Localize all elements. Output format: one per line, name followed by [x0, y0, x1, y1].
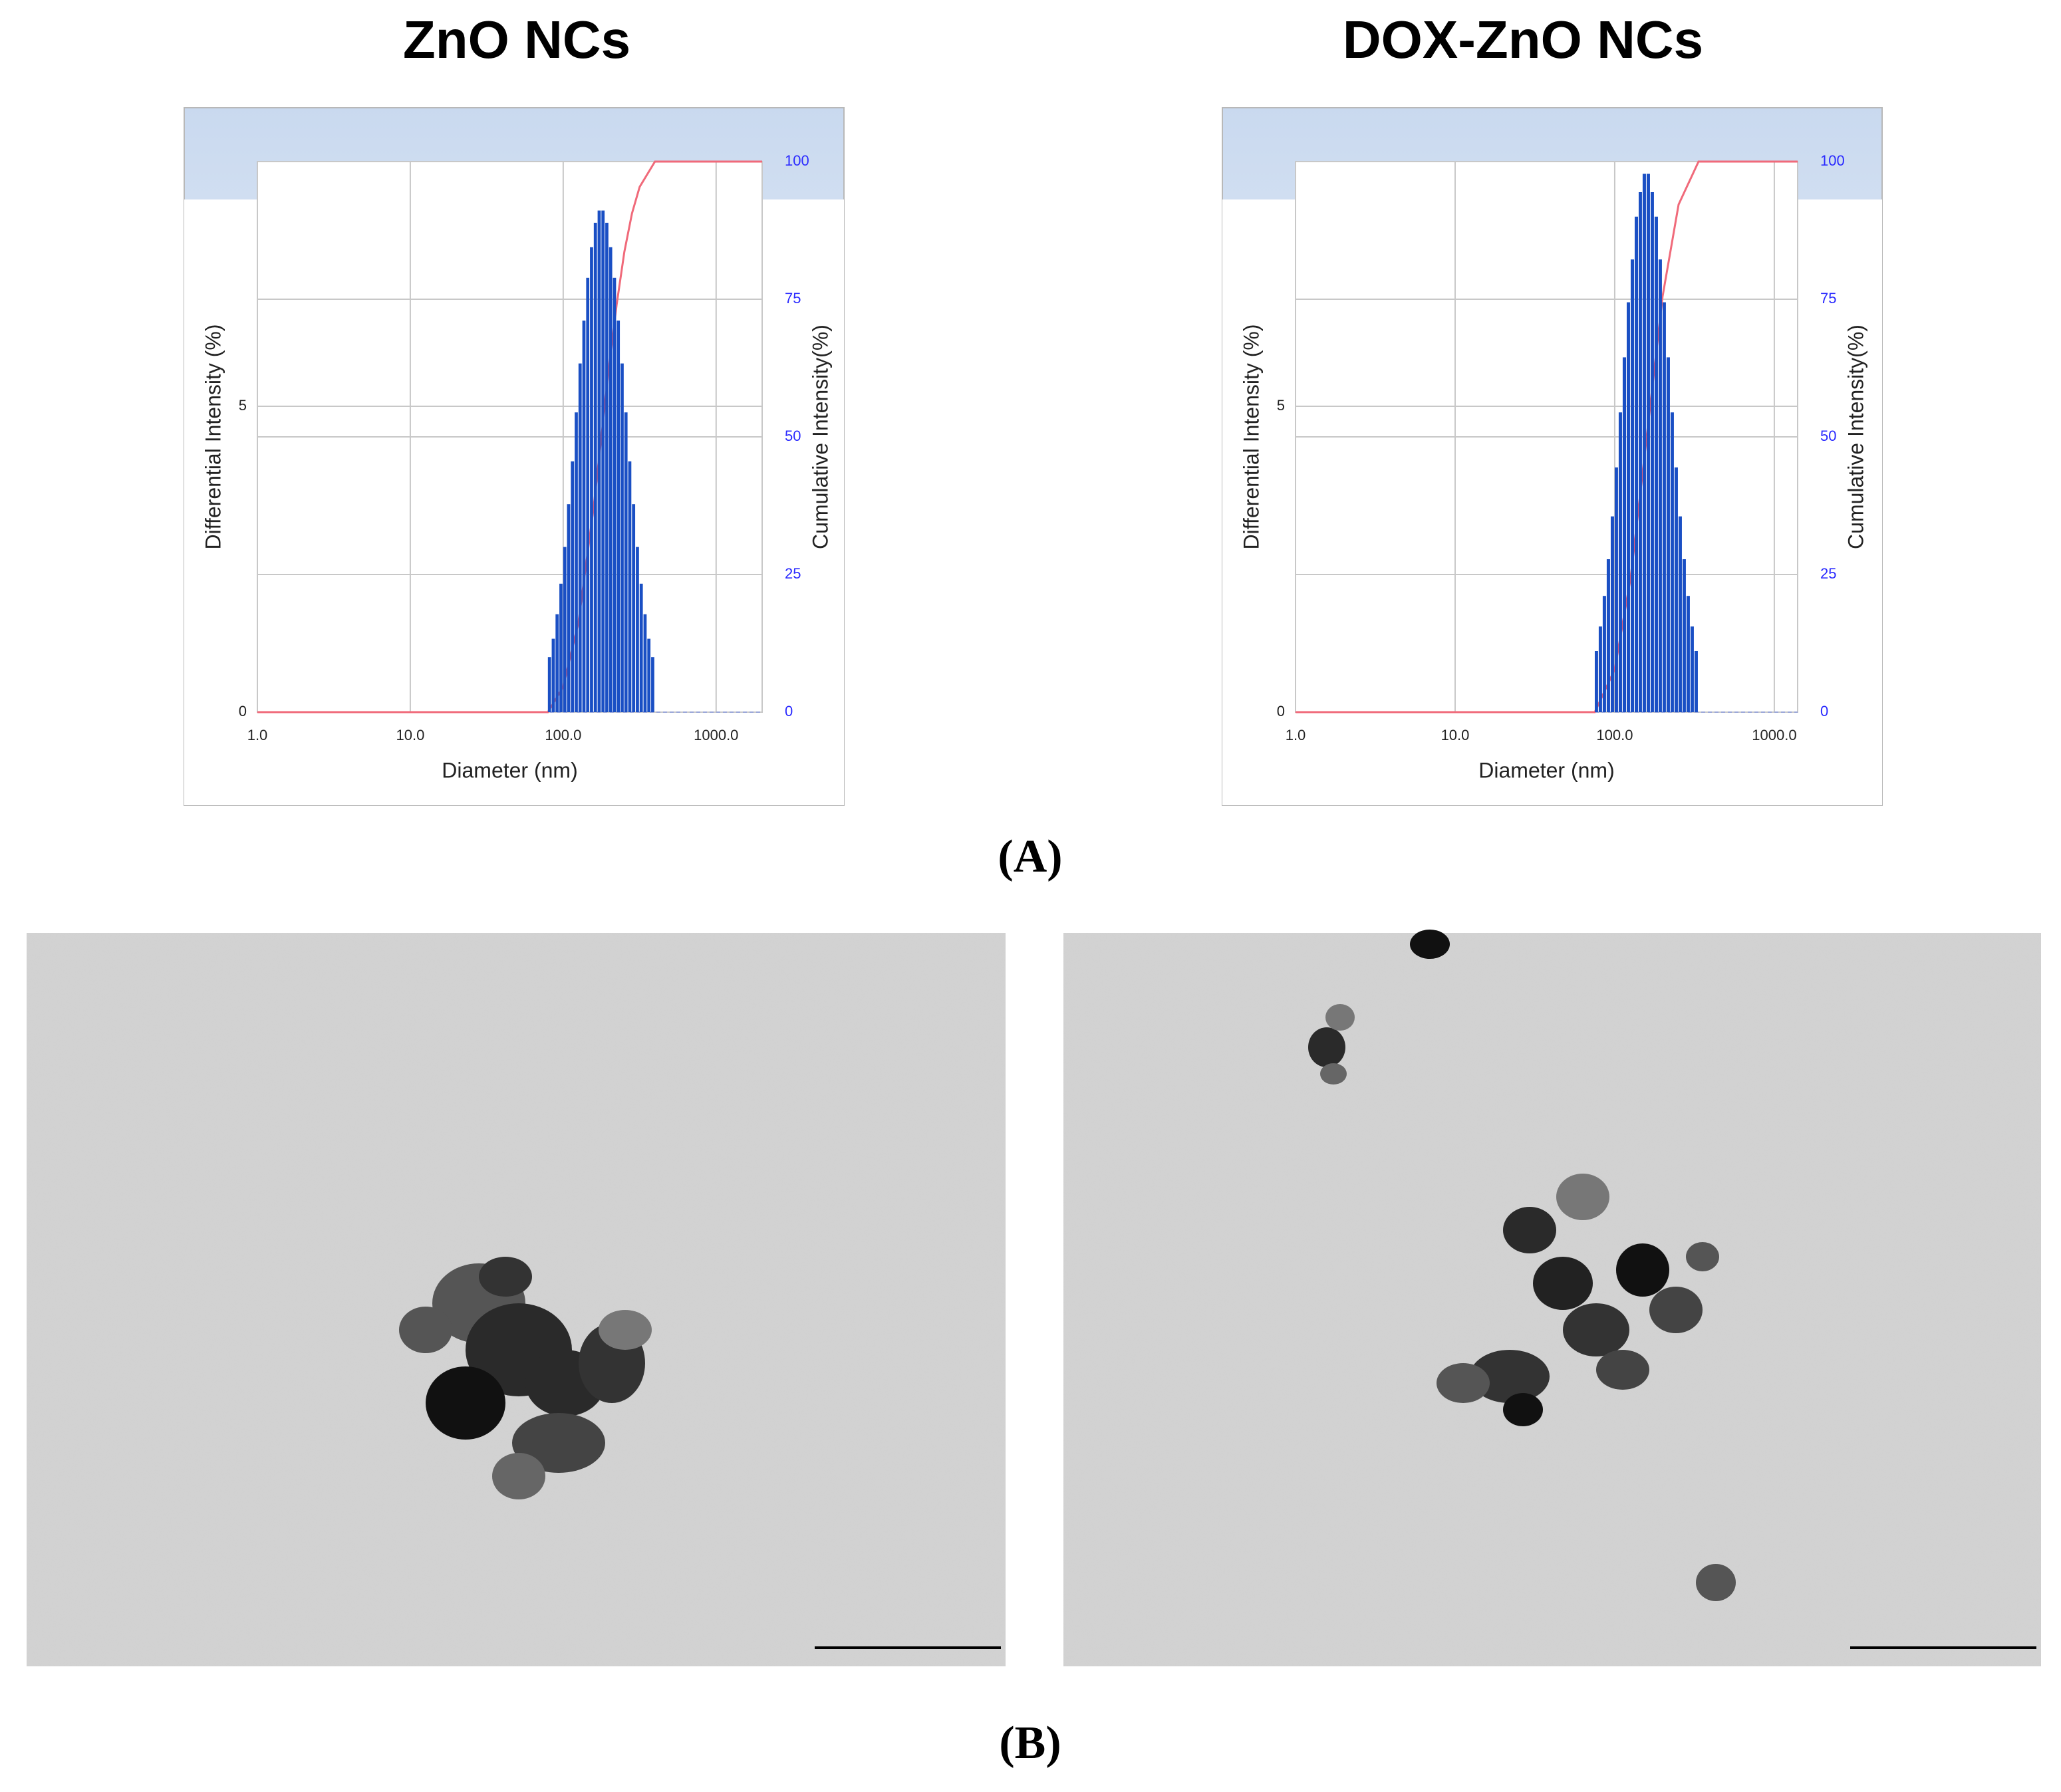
bar	[1630, 259, 1634, 712]
bar	[578, 363, 582, 712]
bar	[1682, 559, 1686, 712]
bar	[1594, 651, 1598, 712]
bar	[1662, 302, 1666, 713]
bar	[1614, 467, 1618, 712]
y-axis-label: Differential Intensity (%)	[1239, 324, 1263, 549]
bar	[551, 638, 555, 712]
bar	[1690, 626, 1694, 712]
tem-image-right	[1063, 930, 2041, 1666]
bar	[567, 504, 571, 712]
bar	[1610, 516, 1614, 712]
bar	[547, 657, 551, 712]
bar	[609, 247, 613, 712]
bar	[628, 461, 632, 712]
bar	[563, 547, 567, 712]
panel-label: (A)	[998, 831, 1062, 882]
chart-title: ZnO NCs	[403, 10, 630, 69]
bar	[586, 277, 590, 712]
bar	[1674, 467, 1678, 712]
bar	[571, 461, 575, 712]
x-tick-label: 10.0	[1441, 727, 1470, 743]
y2-tick-label: 0	[785, 703, 793, 719]
bar	[639, 583, 643, 712]
bar	[597, 210, 601, 713]
bar	[620, 363, 624, 712]
y2-tick-label: 50	[785, 428, 801, 444]
x-tick-label: 100.0	[545, 727, 581, 743]
bar	[1602, 596, 1606, 712]
bar	[575, 412, 578, 712]
bar	[1658, 259, 1662, 712]
y-tick-label: 5	[239, 397, 247, 414]
y-tick-label: 5	[1277, 397, 1285, 414]
bar	[1606, 559, 1610, 712]
bar	[1654, 216, 1658, 712]
bar	[1650, 192, 1654, 712]
x-tick-label: 1.0	[247, 727, 268, 743]
y2-tick-label: 50	[1820, 428, 1836, 444]
bar	[1622, 357, 1626, 712]
bar	[613, 277, 617, 712]
bar	[555, 614, 559, 712]
bar	[1634, 216, 1638, 712]
x-tick-label: 100.0	[1596, 727, 1633, 743]
chart-title: DOX-ZnO NCs	[1343, 10, 1703, 69]
x-tick-label: 1000.0	[694, 727, 738, 743]
x-tick-label: 1.0	[1286, 727, 1306, 743]
y2-tick-label: 75	[785, 290, 801, 307]
bar	[593, 223, 597, 712]
y2-tick-label: 25	[785, 565, 801, 582]
y2-tick-label: 100	[785, 152, 809, 169]
tem-image-left	[27, 933, 1006, 1666]
bar	[632, 504, 636, 712]
bar	[647, 638, 651, 712]
y2-tick-label: 75	[1820, 290, 1836, 307]
bar	[617, 320, 620, 712]
y2-tick-label: 100	[1820, 152, 1845, 169]
bar	[605, 223, 609, 712]
bar	[601, 210, 605, 713]
bar	[559, 583, 563, 712]
bar	[1598, 626, 1602, 712]
x-axis-label: Diameter (nm)	[442, 758, 577, 782]
bar	[1694, 651, 1698, 712]
bar	[1678, 516, 1682, 712]
bar	[1646, 174, 1650, 712]
bar	[651, 657, 654, 712]
bar	[1638, 192, 1642, 712]
bar	[1626, 302, 1630, 713]
y2-tick-label: 0	[1820, 703, 1828, 719]
y-tick-label: 0	[1277, 703, 1285, 719]
bar	[643, 614, 647, 712]
bar	[1618, 412, 1622, 712]
y2-axis-label: Cumulative Intensity(%)	[808, 324, 832, 549]
bar	[1670, 412, 1674, 712]
bar	[582, 320, 586, 712]
y2-axis-label: Cumulative Intensity(%)	[1844, 324, 1867, 549]
y2-tick-label: 25	[1820, 565, 1836, 582]
y-axis-label: Differential Intensity (%)	[201, 324, 225, 549]
bar	[624, 412, 628, 712]
y-tick-label: 0	[239, 703, 247, 719]
bar	[1642, 174, 1646, 712]
bar	[636, 547, 639, 712]
panel-label: (B)	[999, 1718, 1061, 1769]
x-tick-label: 10.0	[396, 727, 425, 743]
bar	[1686, 596, 1690, 712]
bar	[1666, 357, 1670, 712]
bar	[590, 247, 593, 712]
x-axis-label: Diameter (nm)	[1478, 758, 1614, 782]
x-tick-label: 1000.0	[1752, 727, 1796, 743]
